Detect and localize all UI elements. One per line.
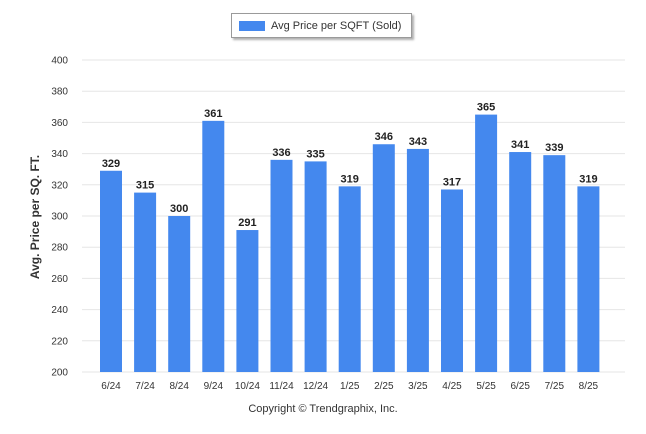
y-axis-label: Avg. Price per SQ. FT. xyxy=(28,155,42,279)
y-tick-label: 340 xyxy=(51,149,68,160)
data-label: 300 xyxy=(170,203,188,215)
y-tick-label: 400 xyxy=(51,56,68,67)
x-tick-label: 3/25 xyxy=(408,381,428,392)
y-tick-label: 220 xyxy=(51,336,68,347)
bar[interactable] xyxy=(168,216,191,372)
y-tick-label: 280 xyxy=(51,243,68,254)
data-label: 361 xyxy=(204,108,222,120)
x-tick-label: 12/24 xyxy=(303,381,328,392)
data-label: 336 xyxy=(272,147,290,159)
bar[interactable] xyxy=(441,189,463,372)
bar[interactable] xyxy=(270,159,293,372)
x-tick-label: 6/24 xyxy=(101,381,121,392)
y-tick-label: 360 xyxy=(51,118,68,129)
legend-swatch xyxy=(239,20,265,31)
data-label: 341 xyxy=(511,139,529,151)
data-label: 317 xyxy=(443,176,461,188)
y-tick-label: 260 xyxy=(51,274,68,285)
bar[interactable] xyxy=(134,192,157,372)
copyright-text: Copyright © Trendgraphix, Inc. xyxy=(248,403,398,415)
x-tick-label: 6/25 xyxy=(510,381,530,392)
bar[interactable] xyxy=(406,148,429,372)
x-tick-label: 2/25 xyxy=(374,381,394,392)
legend-label: Avg Price per SQFT (Sold) xyxy=(271,19,402,32)
y-tick-labels: 200 220 240 260 280 300 320 340 360 380 400 xyxy=(51,56,68,379)
data-label: 319 xyxy=(341,173,359,185)
y-tick-label: 320 xyxy=(51,180,68,191)
x-tick-label: 7/24 xyxy=(135,381,155,392)
x-tick-label: 8/24 xyxy=(169,381,189,392)
x-tick-label: 8/25 xyxy=(579,381,599,392)
x-tick-label: 4/25 xyxy=(442,381,462,392)
bar[interactable] xyxy=(372,144,395,372)
bar[interactable] xyxy=(100,170,122,372)
bar[interactable] xyxy=(509,152,532,372)
bars xyxy=(100,114,600,372)
bar[interactable] xyxy=(202,120,225,372)
data-label: 315 xyxy=(136,180,154,192)
data-labels: 329 315 300 361 291 336 335 319 346 343 317 365 341 3… xyxy=(102,102,598,229)
y-tick-label: 200 xyxy=(51,368,68,379)
data-label: 346 xyxy=(375,131,393,143)
bar[interactable] xyxy=(338,186,361,372)
x-tick-labels: 6/24 7/24 8/24 9/24 10/24 11/24 12/24 1/25 2/25 3… xyxy=(101,381,598,392)
legend[interactable]: Avg Price per SQFT (Sold) xyxy=(231,13,412,38)
data-label: 319 xyxy=(579,173,597,185)
bar[interactable] xyxy=(236,230,259,372)
x-tick-label: 9/24 xyxy=(204,381,224,392)
bar[interactable] xyxy=(475,114,498,372)
x-tick-label: 11/24 xyxy=(269,381,294,392)
data-label: 335 xyxy=(306,148,324,160)
data-label: 329 xyxy=(102,158,120,170)
bar[interactable] xyxy=(577,186,600,372)
bar[interactable] xyxy=(543,155,566,372)
data-label: 343 xyxy=(409,136,427,148)
x-tick-label: 5/25 xyxy=(476,381,496,392)
x-tick-label: 10/24 xyxy=(235,381,260,392)
data-label: 339 xyxy=(545,142,563,154)
y-tick-label: 300 xyxy=(51,212,68,223)
x-tick-label: 1/25 xyxy=(340,381,360,392)
y-tick-label: 240 xyxy=(51,305,68,316)
data-label: 291 xyxy=(238,217,256,229)
data-label: 365 xyxy=(477,102,495,114)
x-tick-label: 7/25 xyxy=(545,381,565,392)
bar[interactable] xyxy=(304,161,327,372)
y-tick-label: 380 xyxy=(51,87,68,98)
